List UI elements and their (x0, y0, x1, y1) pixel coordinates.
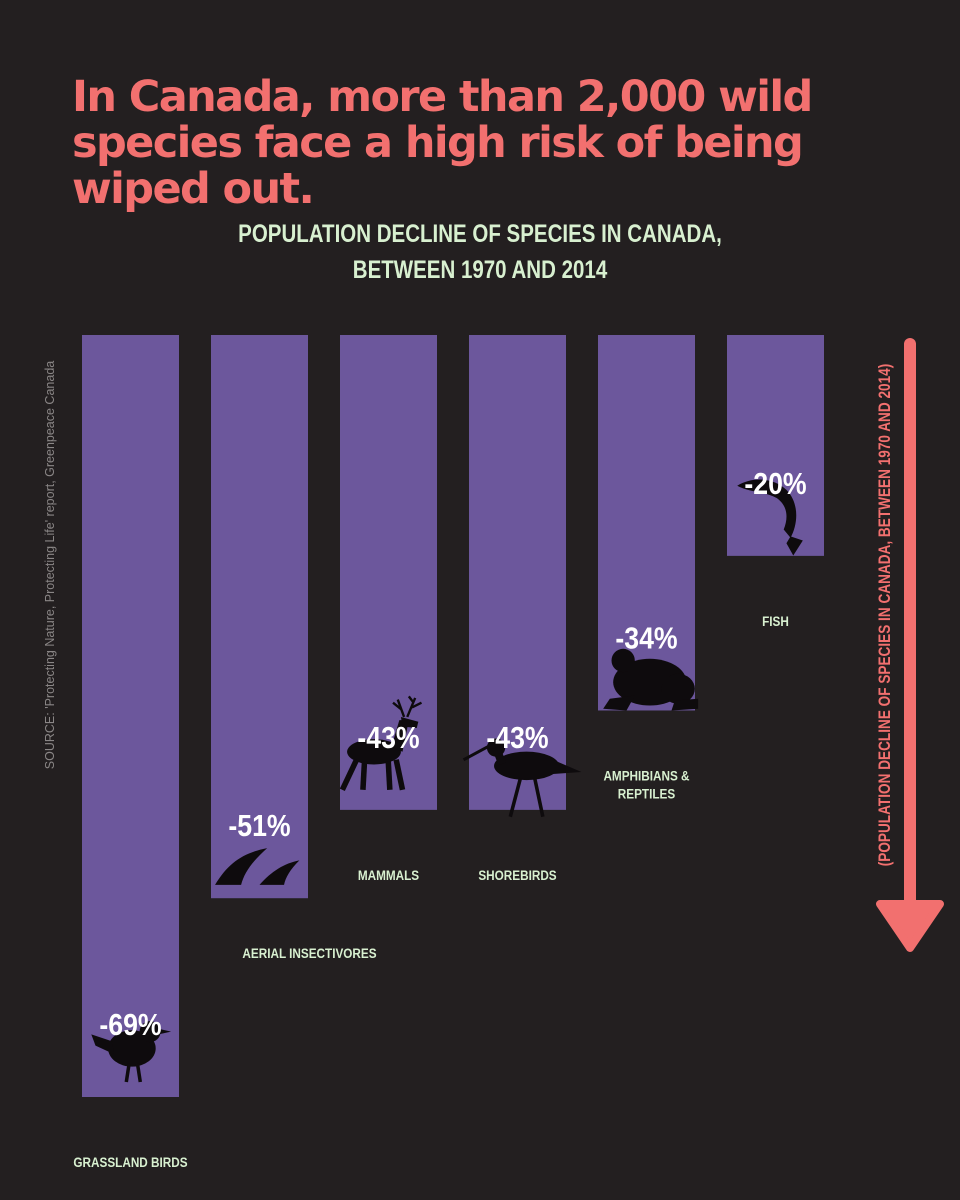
data-label-1: -51% (228, 809, 290, 843)
category-label-0: GRASSLAND BIRDS (73, 1154, 187, 1170)
chart-title-line-1: POPULATION DECLINE OF SPECIES IN CANADA, (238, 220, 722, 248)
category-label-5: FISH (762, 613, 789, 629)
chart-title-line-2: BETWEEN 1970 AND 2014 (352, 256, 608, 284)
category-label-2: MAMMALS (358, 867, 420, 883)
category-label-4-1: REPTILES (618, 785, 676, 801)
bars (82, 335, 824, 1097)
axis-label: (POPULATION DECLINE OF SPECIES IN CANADA… (875, 363, 894, 867)
headline: In Canada, more than 2,000 wild species … (72, 72, 813, 214)
data-label-4: -34% (615, 622, 677, 656)
data-label-5: -20% (744, 467, 806, 501)
category-label-4-0: AMPHIBIANS & (603, 767, 689, 783)
data-label-2: -43% (357, 721, 419, 755)
chart-title: POPULATION DECLINE OF SPECIES IN CANADA,… (86, 216, 873, 288)
data-label-3: -43% (486, 721, 548, 755)
bar-5 (727, 335, 824, 556)
species-icons (89, 479, 803, 1084)
bar-4 (598, 335, 695, 711)
data-label-0: -69% (99, 1008, 161, 1042)
category-labels: GRASSLAND BIRDS AERIAL INSECTIVORES MAMMAL… (73, 613, 788, 1170)
bar-0 (82, 335, 179, 1097)
down-arrow-icon (876, 338, 944, 952)
bar-2 (340, 335, 437, 810)
bar-1 (211, 335, 308, 899)
category-label-3: SHOREBIRDS (478, 867, 557, 883)
data-labels: -69% -51% -43% -43% -34% -20% (99, 467, 806, 1042)
category-label-1: AERIAL INSECTIVORES (242, 945, 377, 961)
bar-3 (469, 335, 566, 810)
